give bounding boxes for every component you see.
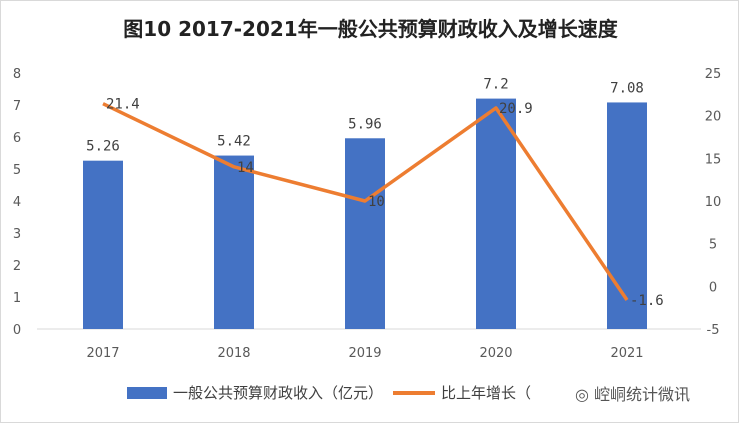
y-left-tick: 8 [13, 67, 21, 82]
x-tick: 2018 [217, 346, 250, 361]
y-left-tick: 1 [13, 291, 21, 306]
line-series [102, 102, 629, 301]
y-right-tick: 0 [709, 280, 717, 295]
bar-data-label: 7.2 [483, 77, 508, 93]
bar [345, 138, 385, 329]
y-left-tick: 7 [13, 99, 21, 114]
y-right-tick: 5 [709, 238, 717, 253]
line-data-label: 10 [368, 194, 385, 210]
watermark: ◎ 崆峒统计微讯 [571, 379, 695, 407]
wechat-icon: ◎ [575, 385, 595, 404]
line-data-label: 21.4 [106, 97, 140, 113]
y-right-tick: 10 [705, 195, 722, 210]
y-right-tick: 15 [705, 152, 722, 167]
bar-data-label: 5.96 [348, 116, 382, 132]
y-left-tick: 5 [13, 163, 21, 178]
y-left-tick: 3 [13, 227, 21, 242]
legend-bar-swatch [127, 386, 167, 399]
legend-line-label: 比上年增长（ [441, 384, 532, 402]
bar [214, 155, 254, 329]
x-tick: 2020 [479, 346, 512, 361]
chart-title: 图10 2017-2021年一般公共预算财政收入及增长速度 [123, 17, 618, 41]
y-right-tick: -5 [707, 323, 720, 338]
x-tick: 2021 [610, 346, 643, 361]
line-data-label: 14 [237, 160, 254, 176]
watermark-text: 崆峒统计微讯 [594, 385, 691, 404]
x-tick: 2019 [348, 346, 381, 361]
line-data-label: 20.9 [499, 101, 533, 117]
bar-data-label: 5.26 [86, 139, 120, 155]
y-left-tick: 2 [13, 259, 21, 274]
x-tick: 2017 [86, 346, 119, 361]
y-left-tick: 0 [13, 323, 21, 338]
bar-data-label: 7.08 [610, 80, 644, 96]
legend: 一般公共预算财政收入（亿元） 比上年增长（ [127, 382, 531, 403]
legend-line-swatch [393, 390, 436, 395]
y-left-tick: 4 [13, 195, 21, 210]
bar [476, 98, 516, 329]
bar [83, 160, 123, 329]
bar-data-label: 5.42 [217, 134, 251, 150]
y-right-tick: 25 [705, 67, 722, 82]
y-left-tick: 6 [13, 131, 21, 146]
y-right-tick: 20 [705, 110, 722, 125]
line-data-label: -1.6 [630, 293, 664, 309]
legend-bar-label: 一般公共预算财政收入（亿元） [173, 384, 384, 402]
bar [607, 102, 647, 329]
